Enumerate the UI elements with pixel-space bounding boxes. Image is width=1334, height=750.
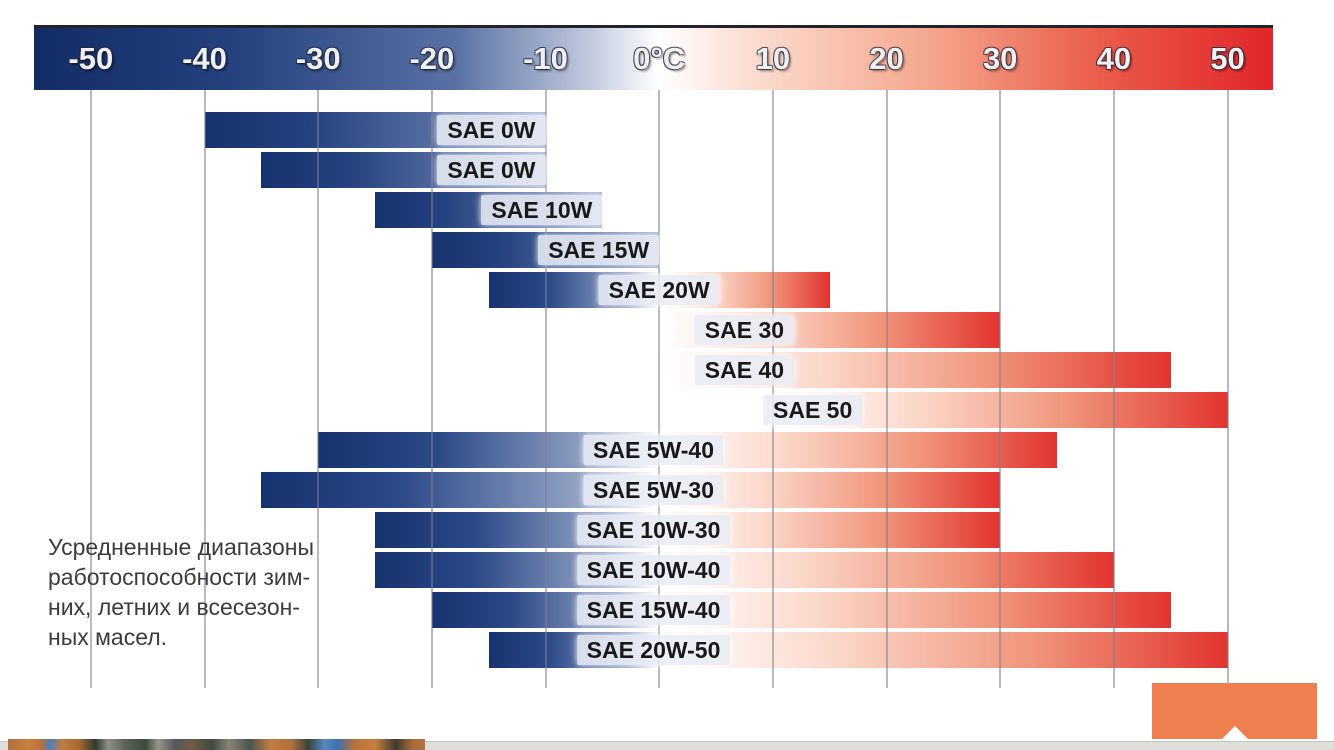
gridline [1112,90,1115,688]
scale-tick-label: -40 [182,41,227,76]
bar-label: SAE 10W-40 [576,555,731,585]
bar-label: SAE 15W-40 [576,595,731,625]
bar-row: SAE 10W-30 [34,512,1273,548]
gridline [317,90,320,688]
bar-row: SAE 20W-50 [34,632,1273,668]
bar-label: SAE 50 [762,395,863,425]
bar-row: SAE 15W-40 [34,592,1273,628]
slide-panel-control[interactable] [1152,683,1317,739]
gridline [430,90,433,688]
bar-row: SAE 10W [34,192,1273,228]
scale-tick-label: 40 [1096,41,1132,76]
chart-note-text: Усредненные диапазоны работоспособности … [48,534,315,650]
bar-row: SAE 15W [34,232,1273,268]
gridline [203,90,206,688]
bar-label: SAE 20W [598,275,720,305]
bar-row: SAE 20W [34,272,1273,308]
bar-row: SAE 5W-40 [34,432,1273,468]
bar-row: SAE 40 [34,352,1273,388]
temperature-range-bar [375,552,1114,588]
scale-tick-label: 0°C [633,41,686,76]
scale-tick-label: -10 [523,41,568,76]
gridline [89,90,92,688]
bar-row: SAE 0W [34,112,1273,148]
temperature-scale-bar: -50 -40 -30 -20 -10 0°C 10 20 30 40 50 [34,28,1273,90]
chart-plot-area: SAE 0W SAE 0W SAE 10W SAE 15W SAE 20W SAE 30 S… [34,90,1273,690]
bar-row: SAE 30 [34,312,1273,348]
scale-tick-label: 20 [869,41,904,76]
bar-label: SAE 30 [694,315,795,345]
scale-tick-label: 10 [755,41,791,76]
bar-label: SAE 0W [437,115,546,145]
bar-label: SAE 5W-30 [583,475,724,505]
bar-label: SAE 10W [481,195,603,225]
gridline [771,90,774,688]
bottom-status-strip [0,741,1334,750]
scale-top-border [34,25,1273,28]
scale-tick-label: -30 [295,41,341,76]
scale-tick-label: -50 [68,41,114,76]
gridline [658,90,661,688]
gridline [999,90,1002,688]
gridline [544,90,547,688]
temperature-range-bar [431,592,1171,628]
scale-tick-label: -20 [409,41,455,76]
bar-label: SAE 40 [694,355,795,385]
bar-row: SAE 10W-40 [34,552,1273,588]
scale-tick-label: 30 [982,41,1018,76]
bar-row: SAE 0W [34,152,1273,188]
filmstrip-thumbnail[interactable] [8,739,425,750]
gridline [1226,90,1229,688]
scale-tick-label: 50 [1210,41,1245,76]
bar-label: SAE 15W [538,235,660,265]
gridline [885,90,888,688]
bar-label: SAE 10W-30 [576,515,731,545]
bar-label: SAE 5W-40 [583,435,724,465]
bar-row: SAE 50 [34,392,1273,428]
bar-label: SAE 0W [437,155,546,185]
bar-row: SAE 5W-30 [34,472,1273,508]
chevron-up-icon [1221,726,1248,739]
bar-label: SAE 20W-50 [576,635,731,665]
